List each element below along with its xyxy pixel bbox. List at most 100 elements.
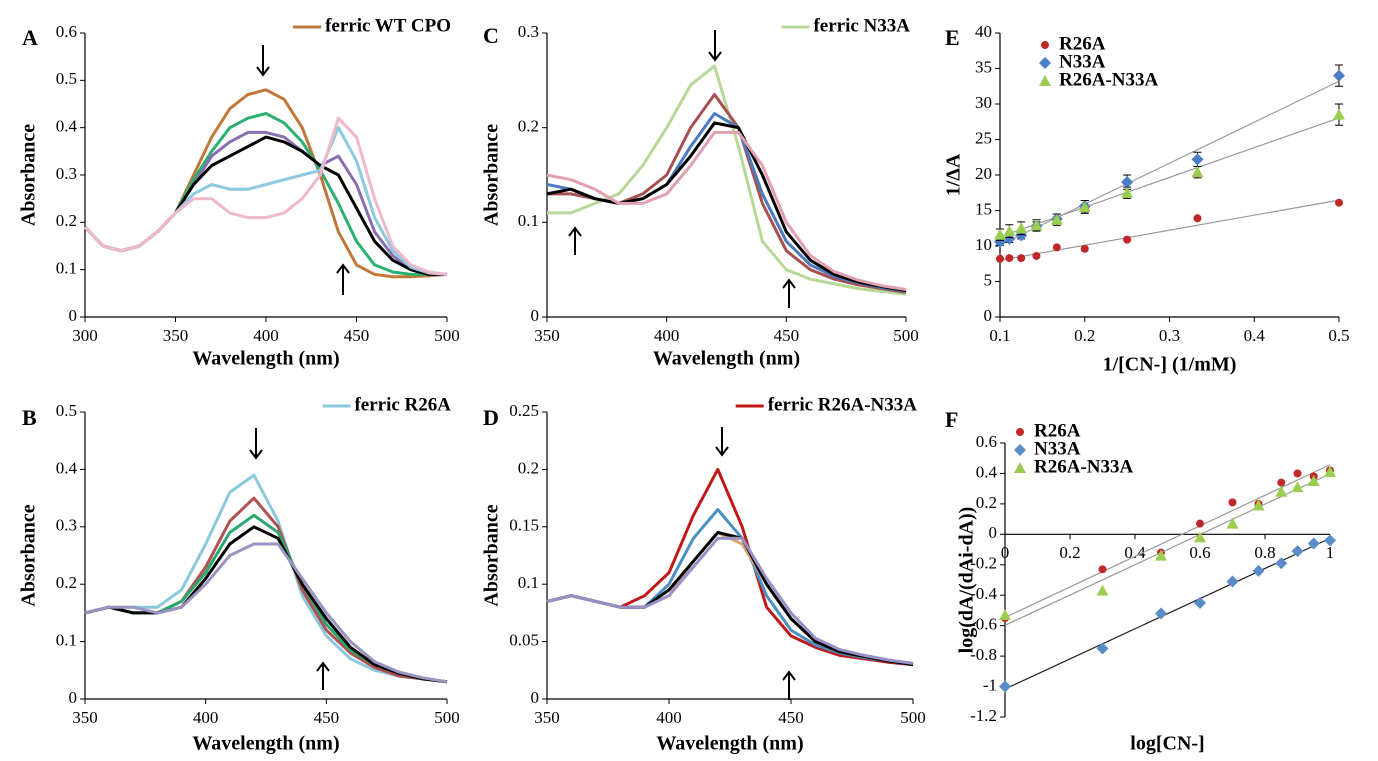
y-tick-label: 0.3 bbox=[518, 22, 539, 41]
y-tick-label: 0.1 bbox=[518, 211, 539, 230]
arrows bbox=[249, 30, 796, 700]
y-tick-label: 0.25 bbox=[509, 401, 539, 420]
y-tick-label: 0 bbox=[69, 688, 78, 707]
spectrum-line bbox=[83, 130, 447, 276]
marker bbox=[1015, 222, 1028, 234]
panel: E 0 5 10 15 20 25 30 35 40 0.1 0.2 0.3 0.4 0.5 1/[CN-] … bbox=[943, 22, 1350, 376]
x-tick-label: 450 bbox=[344, 326, 370, 345]
y-tick-label: 0.4 bbox=[976, 462, 998, 481]
y-tick-label: 0.1 bbox=[56, 259, 77, 278]
y-tick-label: 35 bbox=[975, 57, 992, 76]
panel: C 0 0.1 0.2 0.3 350 400 450 500 Wavelength (nm) Ab… bbox=[481, 15, 919, 369]
legend-marker bbox=[1014, 444, 1026, 456]
panel: B 0 0.1 0.2 0.3 0.4 0.5 350 400 450 500 Wavelength … bbox=[18, 394, 460, 754]
y-tick-label: 0.05 bbox=[509, 631, 539, 650]
y-tick-label: 0.5 bbox=[56, 69, 77, 88]
marker bbox=[1080, 244, 1089, 253]
y-tick-label: 0.2 bbox=[518, 458, 539, 477]
arrow bbox=[256, 45, 270, 77]
y-tick-label: -0.4 bbox=[970, 584, 997, 603]
marker bbox=[1291, 545, 1304, 558]
x-tick-label: 0.5 bbox=[1328, 326, 1349, 345]
legend-label: R26A bbox=[1034, 420, 1081, 441]
legend-label: N33A bbox=[1059, 51, 1106, 72]
y-tick-label: 0 bbox=[984, 306, 993, 325]
arrow bbox=[249, 428, 263, 460]
marker bbox=[1226, 575, 1239, 588]
y-tick-label: 0.4 bbox=[56, 117, 78, 136]
marker bbox=[1324, 534, 1336, 547]
marker bbox=[1194, 531, 1206, 543]
y-tick-label: 0.2 bbox=[976, 493, 997, 512]
x-tick-label: 400 bbox=[253, 326, 279, 345]
arrow bbox=[316, 661, 330, 690]
legend-marker bbox=[1039, 75, 1051, 86]
x-tick-label: 350 bbox=[163, 326, 189, 345]
x-tick-label: 0.4 bbox=[1244, 326, 1266, 345]
y-tick-label: 0.2 bbox=[56, 211, 77, 230]
marker bbox=[1193, 214, 1202, 223]
legend-marker bbox=[1014, 462, 1026, 473]
x-tick-label: 350 bbox=[534, 708, 560, 727]
marker bbox=[1191, 153, 1204, 166]
y-tick-label: 0 bbox=[531, 306, 540, 325]
x-axis-label: Wavelength (nm) bbox=[656, 733, 803, 755]
panel-letter: B bbox=[22, 405, 37, 430]
y-tick-label: 0.6 bbox=[56, 22, 77, 41]
y-tick-label: 0.15 bbox=[509, 516, 539, 535]
spectrum-line bbox=[546, 536, 914, 665]
panel: A 0 0.1 0.2 0.3 0.4 0.5 0.6 300 350 400 450 500 Wavel… bbox=[18, 15, 460, 369]
arrow bbox=[715, 427, 729, 457]
arrow bbox=[568, 226, 582, 255]
x-axis-label: Wavelength (nm) bbox=[192, 348, 339, 370]
spectrum-line bbox=[83, 126, 448, 276]
y-tick-label: -0.2 bbox=[970, 554, 997, 573]
y-tick-label: -0.8 bbox=[970, 645, 997, 664]
marker bbox=[1291, 481, 1304, 493]
spectrum-line bbox=[546, 531, 914, 667]
y-tick-label: 10 bbox=[975, 235, 992, 254]
x-tick-label: 0 bbox=[1001, 543, 1010, 562]
trend-line bbox=[999, 80, 1340, 246]
y-tick-label: 25 bbox=[975, 128, 992, 147]
legend-label: N33A bbox=[1034, 438, 1081, 459]
trend-line bbox=[1004, 473, 1331, 626]
panel-letter: E bbox=[945, 25, 960, 50]
spectrum-line bbox=[84, 513, 448, 684]
marker bbox=[1226, 517, 1239, 529]
spectrum-line bbox=[546, 508, 914, 667]
marker bbox=[1121, 186, 1134, 198]
spectrum-line bbox=[546, 467, 914, 667]
marker bbox=[1098, 565, 1107, 574]
legend-marker bbox=[1016, 428, 1024, 436]
legend-label: ferric R26A-N33A bbox=[768, 394, 918, 415]
y-tick-label: 0.3 bbox=[56, 164, 77, 183]
marker bbox=[1155, 607, 1167, 620]
spectrum-line bbox=[546, 130, 907, 291]
legend-marker bbox=[1039, 57, 1051, 69]
arrow bbox=[336, 263, 350, 295]
marker bbox=[1324, 465, 1336, 477]
legend-label: ferric WT CPO bbox=[325, 15, 451, 36]
x-tick-label: 500 bbox=[900, 708, 926, 727]
x-tick-label: 0.6 bbox=[1189, 543, 1210, 562]
marker bbox=[999, 609, 1011, 621]
spectrum-line bbox=[546, 531, 914, 667]
marker bbox=[1052, 243, 1061, 252]
trend-line bbox=[999, 117, 1340, 238]
marker bbox=[1252, 499, 1265, 511]
y-tick-label: 0.1 bbox=[518, 573, 539, 592]
marker bbox=[1333, 69, 1345, 82]
y-tick-label: 0 bbox=[989, 523, 998, 542]
marker bbox=[1005, 254, 1014, 263]
marker bbox=[994, 228, 1006, 240]
panel-letter: C bbox=[483, 23, 499, 48]
marker bbox=[1050, 213, 1063, 225]
y-axis-label: Absorbance bbox=[18, 124, 40, 226]
legend-label: R26A-N33A bbox=[1034, 456, 1133, 477]
marker bbox=[1196, 519, 1204, 528]
marker bbox=[1191, 166, 1204, 178]
panel: F-1.2-1-0.8-0.6-0.4-0.200.20.40.60 0.2 0.4… bbox=[945, 407, 1336, 755]
legend-label: R26A-N33A bbox=[1059, 69, 1158, 90]
